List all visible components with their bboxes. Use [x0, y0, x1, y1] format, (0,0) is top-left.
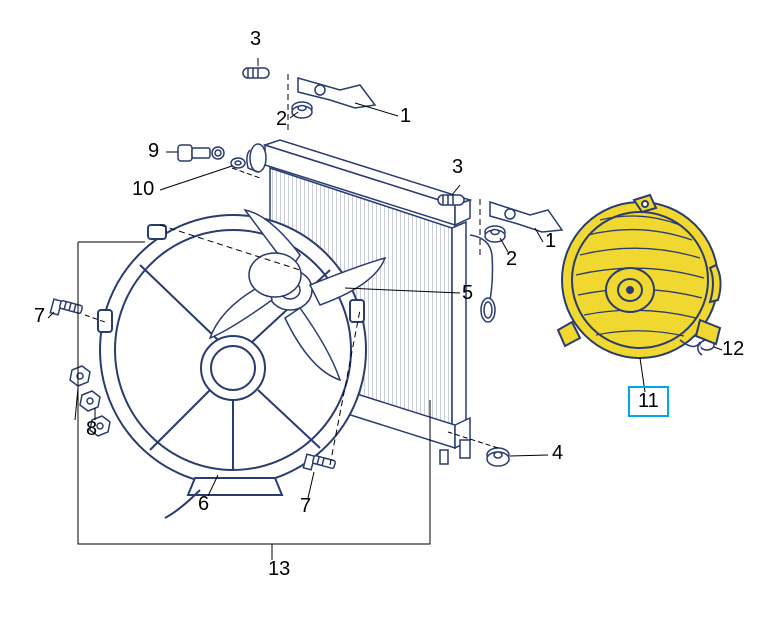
callout-7a: 7: [34, 305, 45, 328]
callout-2b: 2: [506, 248, 517, 271]
pin-3b: [438, 195, 464, 205]
callout-13: 13: [268, 558, 290, 581]
callout-4: 4: [552, 442, 563, 465]
callout-1b: 1: [545, 230, 556, 253]
grommet-2a: [292, 102, 312, 118]
washer-10: [231, 158, 245, 168]
callout-2a: 2: [276, 108, 287, 131]
grommet-4: [487, 448, 509, 466]
callout-1a: 1: [400, 105, 411, 128]
sensor-9: [178, 145, 224, 161]
pin-3a: [243, 68, 269, 78]
callout-3b: 3: [452, 156, 463, 179]
aux-fan-highlighted: [558, 195, 721, 358]
diagram-svg: [0, 0, 779, 629]
callout-3a: 3: [250, 28, 261, 51]
callout-7b: 7: [300, 495, 311, 518]
callout-11-selected[interactable]: 11: [628, 386, 669, 417]
callout-5: 5: [462, 282, 473, 305]
grommet-2b: [485, 226, 505, 242]
callout-9: 9: [148, 140, 159, 163]
callout-12: 12: [722, 338, 744, 361]
callout-8: 8: [86, 418, 97, 441]
parts-diagram: 3 1 2 9 10 3 1 2 5 7 8 6 7 4 12 13 11: [0, 0, 779, 629]
callout-10: 10: [132, 178, 154, 201]
callout-6: 6: [198, 493, 209, 516]
